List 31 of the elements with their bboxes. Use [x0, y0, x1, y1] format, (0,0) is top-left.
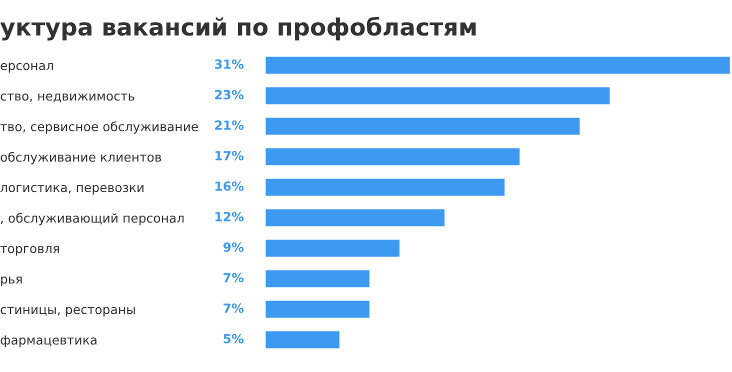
bar — [265, 330, 341, 350]
data-label: 9% — [223, 242, 244, 252]
bar — [265, 116, 582, 136]
data-label: 5% — [224, 334, 244, 344]
y-tick-label: ерсонал — [0, 63, 53, 73]
bar — [265, 238, 401, 258]
y-tick-label: , обслуживающий персонал — [0, 212, 184, 226]
y-tick-label: стиницы, рестораны — [0, 307, 135, 317]
chart-title: уктура вакансий по профобластям — [0, 16, 476, 41]
y-tick-label: фармацевтика — [0, 335, 96, 348]
bar — [265, 208, 446, 228]
data-label: 7% — [224, 272, 244, 282]
y-tick-label: тво, сервисное обслуживание — [0, 121, 198, 134]
data-label: 7% — [224, 303, 244, 313]
y-tick-label: логистика, перевозки — [0, 184, 144, 195]
data-label: 17% — [215, 150, 244, 160]
data-label: 23% — [215, 90, 244, 100]
data-label: 12% — [215, 212, 244, 222]
bar — [265, 146, 521, 167]
y-tick-label: торговля — [0, 246, 59, 256]
bar — [265, 55, 731, 76]
data-label: 16% — [215, 181, 244, 191]
bar — [265, 268, 371, 289]
data-label: 21% — [215, 120, 244, 130]
y-tick-label: ство, недвижимость — [0, 94, 134, 102]
bar — [265, 177, 506, 198]
y-tick-label: рья — [1, 276, 22, 286]
data-label: 31% — [214, 59, 244, 69]
bar — [265, 299, 371, 320]
bar — [265, 86, 612, 106]
y-tick-label: обслуживание клиентов — [0, 152, 162, 164]
